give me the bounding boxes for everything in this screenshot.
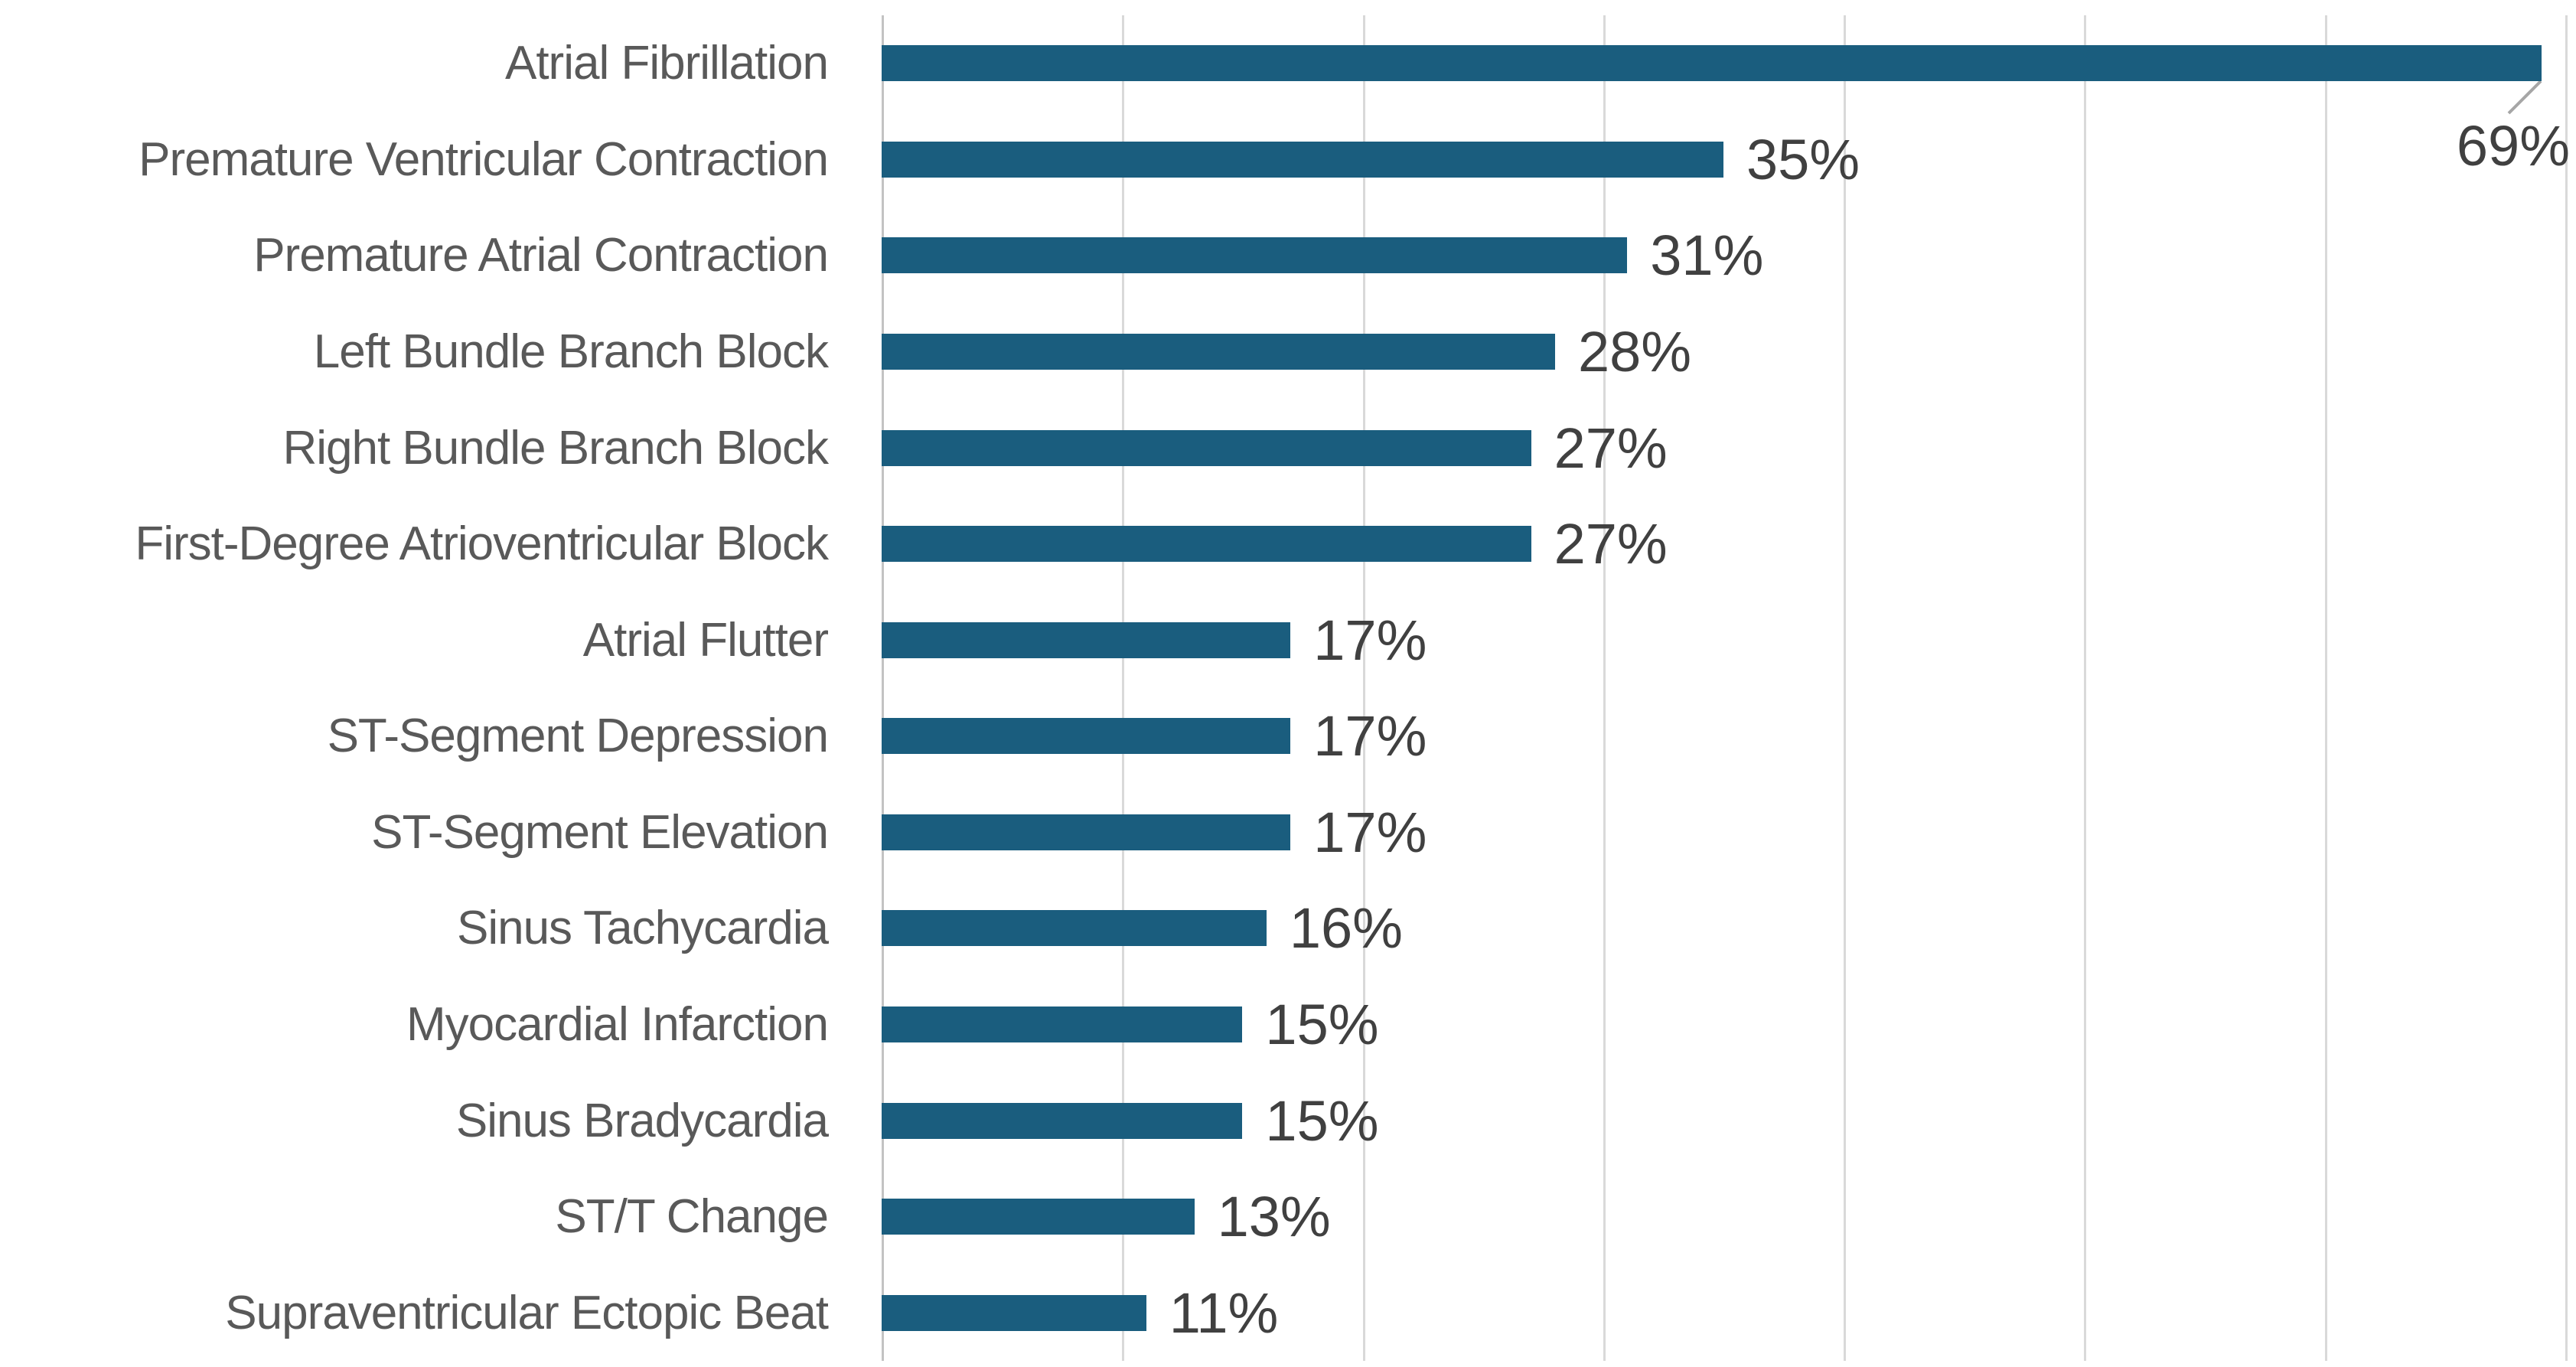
bar-track: 15%	[882, 977, 2565, 1073]
bar	[882, 429, 1531, 466]
category-label: Atrial Flutter	[582, 613, 829, 667]
chart-row: Right Bundle Branch Block 27%	[0, 400, 2565, 496]
bar-track: 11%	[882, 1265, 2565, 1362]
bar-track: 17%	[882, 592, 2565, 688]
value-label: 17%	[1313, 704, 1427, 768]
chart-row: Premature Atrial Contraction 31%	[0, 207, 2565, 304]
value-label: 27%	[1554, 416, 1668, 480]
category-label: Left Bundle Branch Block	[313, 325, 829, 378]
bar-track: 31%	[882, 207, 2565, 304]
chart-row: ST/T Change 13%	[0, 1169, 2565, 1265]
bar	[882, 910, 1267, 947]
gridline	[1362, 15, 1365, 1361]
category-label: Sinus Bradycardia	[455, 1094, 829, 1147]
gridline	[2324, 15, 2327, 1361]
bar-track: 15%	[882, 1072, 2565, 1169]
gridline	[1844, 15, 1847, 1361]
chart-row: ST-Segment Elevation 17%	[0, 785, 2565, 881]
bar	[882, 45, 2542, 82]
gridline	[1603, 15, 1606, 1361]
value-label: 35%	[1746, 127, 1860, 191]
bar-track: 17%	[882, 785, 2565, 881]
chart-row: Atrial Flutter 17%	[0, 592, 2565, 688]
value-axis-line	[882, 15, 884, 1361]
bar	[882, 718, 1291, 755]
bar	[882, 622, 1291, 658]
chart-row: Premature Ventricular Contraction 35%	[0, 112, 2565, 208]
value-label: 16%	[1289, 896, 1403, 961]
chart-row: First-Degree Atrioventricular Block 27%	[0, 496, 2565, 592]
value-label: 17%	[1313, 608, 1427, 672]
category-label: Right Bundle Branch Block	[282, 421, 829, 475]
category-label: Sinus Tachycardia	[456, 902, 829, 955]
category-label: Atrial Fibrillation	[504, 37, 829, 90]
chart-row: Sinus Tachycardia 16%	[0, 880, 2565, 977]
category-label: ST-Segment Depression	[327, 710, 829, 763]
value-label: 28%	[1578, 320, 1692, 384]
bar-track	[882, 15, 2565, 112]
value-label: 15%	[1265, 993, 1379, 1057]
bar	[882, 334, 1555, 370]
chart-row: ST-Segment Depression 17%	[0, 688, 2565, 785]
category-label: Myocardial Infarction	[406, 998, 829, 1052]
value-label: 31%	[1650, 223, 1764, 288]
gridline	[2565, 15, 2568, 1361]
value-label: 27%	[1554, 512, 1668, 576]
chart-row: Atrial Fibrillation	[0, 15, 2565, 112]
category-label: First-Degree Atrioventricular Block	[135, 517, 829, 571]
bar-track: 35%	[882, 112, 2565, 208]
bar	[882, 1006, 1243, 1043]
category-label: ST-Segment Elevation	[371, 805, 829, 859]
gridline	[1122, 15, 1125, 1361]
category-label: Premature Atrial Contraction	[253, 229, 829, 282]
bar-track: 16%	[882, 880, 2565, 977]
category-label: ST/T Change	[555, 1190, 829, 1244]
gridline	[2084, 15, 2087, 1361]
bar-track: 28%	[882, 304, 2565, 400]
bar	[882, 526, 1531, 563]
bar	[882, 141, 1723, 178]
value-label: 11%	[1169, 1281, 1279, 1345]
bar-track: 27%	[882, 400, 2565, 496]
chart-rows: Atrial Fibrillation Premature Ventricular…	[0, 15, 2565, 1361]
bar-track: 13%	[882, 1169, 2565, 1265]
category-label: Supraventricular Ectopic Beat	[225, 1286, 829, 1339]
category-label: Premature Ventricular Contraction	[139, 132, 829, 186]
callout-value-label: 69%	[2456, 114, 2570, 178]
value-label: 15%	[1265, 1088, 1379, 1153]
bar	[882, 1294, 1146, 1331]
bar-track: 17%	[882, 688, 2565, 785]
chart-row: Supraventricular Ectopic Beat 11%	[0, 1265, 2565, 1362]
bar	[882, 1199, 1195, 1235]
bar	[882, 1102, 1243, 1139]
value-label: 13%	[1217, 1185, 1331, 1249]
chart-row: Sinus Bradycardia 15%	[0, 1072, 2565, 1169]
chart-row: Myocardial Infarction 15%	[0, 977, 2565, 1073]
bar	[882, 237, 1628, 274]
plot-area: 69%	[882, 15, 2570, 1361]
bar-track: 27%	[882, 496, 2565, 592]
chart-row: Left Bundle Branch Block 28%	[0, 304, 2565, 400]
value-label: 17%	[1313, 800, 1427, 864]
bar	[882, 814, 1291, 850]
